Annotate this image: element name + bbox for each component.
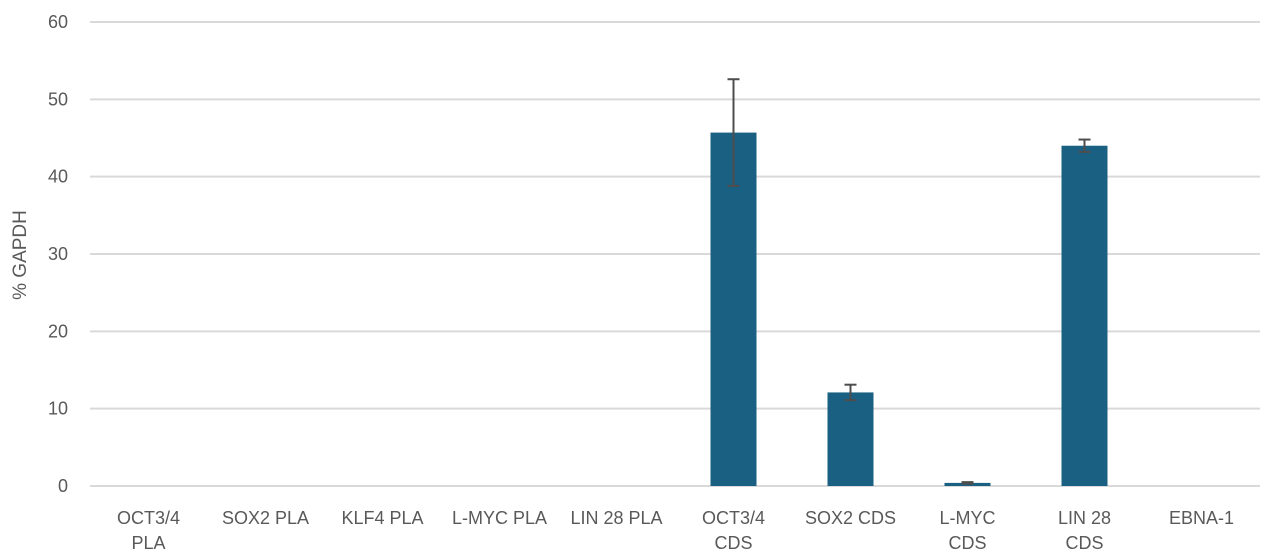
y-tick-label-60: 60 [48,12,68,32]
error-bar-5 [727,78,740,187]
bars [710,132,1108,486]
x-category-label-9: EBNA-1 [1169,508,1234,528]
bar-6 [827,392,874,486]
bar-5 [710,132,757,486]
gridlines [90,21,1260,487]
y-tick-label-30: 30 [48,244,68,264]
x-category-label-2: KLF4 PLA [341,508,423,528]
y-tick-label-50: 50 [48,89,68,109]
bar-8 [1061,145,1108,486]
error-bar-8 [1078,138,1091,153]
y-axis-title: % GAPDH [10,210,31,300]
y-tick-label-0: 0 [58,476,68,496]
x-category-label-3: L-MYC PLA [452,508,547,528]
x-category-label-1: SOX2 PLA [222,508,309,528]
x-category-label-5: OCT3/4 CDS [702,508,765,553]
y-tick-label-10: 10 [48,399,68,419]
x-category-label-7: L-MYC CDS [939,508,995,553]
error-bar-7 [961,481,974,485]
y-tick-label-40: 40 [48,167,68,187]
x-axis-category-labels: OCT3/4 PLA SOX2 PLA KLF4 PLA L-MYC PLA LIN 28… [117,508,1234,553]
x-category-label-0: OCT3/4 PLA [117,508,180,553]
x-category-label-6: SOX2 CDS [805,508,896,528]
error-bar-6 [844,383,857,402]
error-bars [727,78,1091,485]
x-category-label-4: LIN 28 PLA [570,508,662,528]
y-tick-label-20: 20 [48,321,68,341]
y-axis-tick-labels: 0 10 20 30 40 50 60 [48,12,68,496]
x-category-label-8: LIN 28 CDS [1058,508,1111,553]
